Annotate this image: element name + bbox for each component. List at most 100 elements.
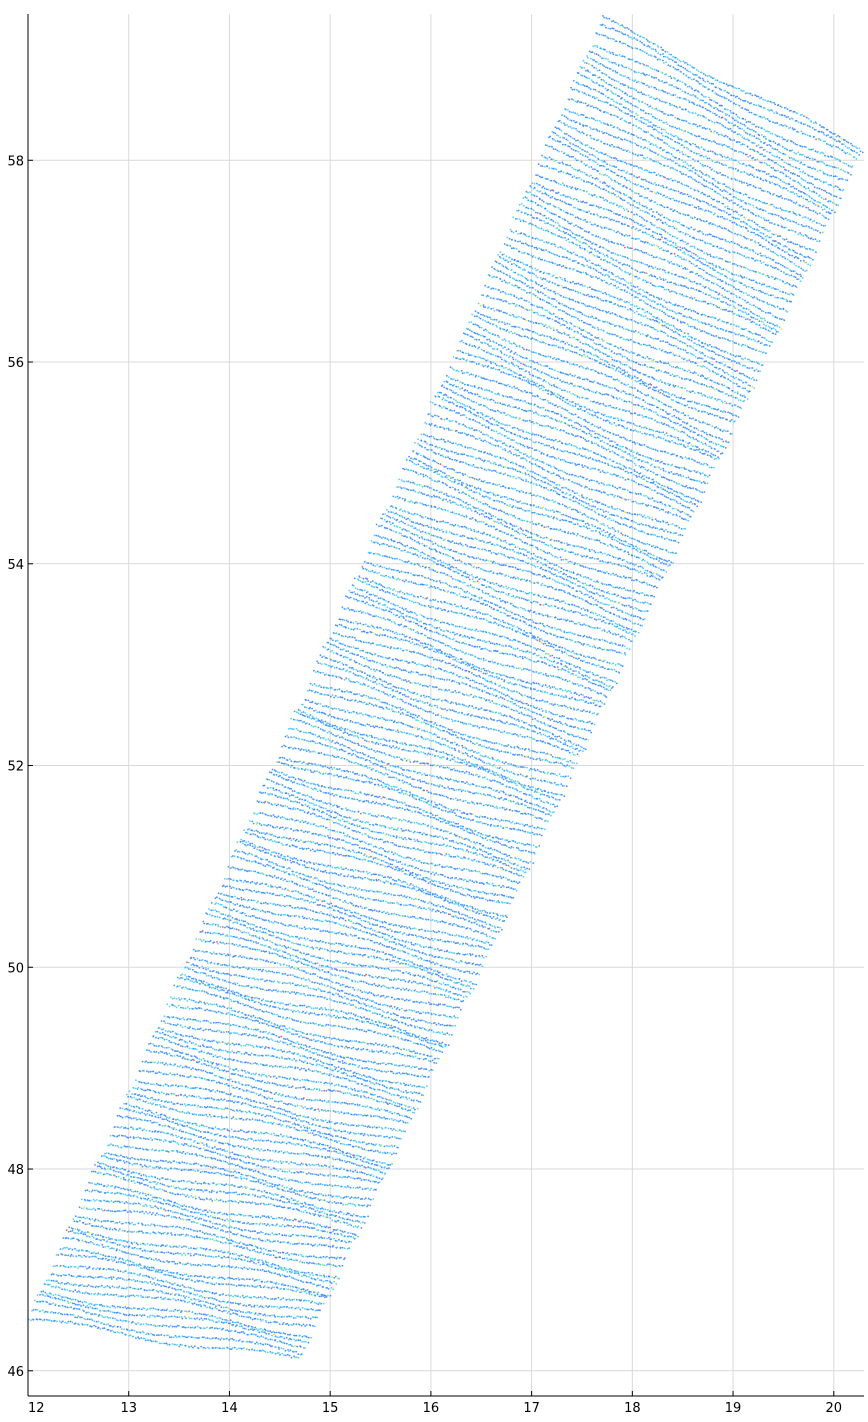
data-point <box>265 1333 267 1335</box>
data-point <box>228 1283 230 1285</box>
data-point <box>93 1243 95 1245</box>
data-point <box>99 1226 101 1228</box>
data-point <box>291 1143 293 1145</box>
data-point <box>246 1175 248 1177</box>
data-point <box>262 1344 264 1346</box>
data-point <box>119 1258 121 1260</box>
data-point <box>105 1220 107 1222</box>
data-point <box>136 1314 138 1316</box>
data-point <box>216 1347 218 1349</box>
data-point <box>110 1276 112 1278</box>
data-point <box>341 1202 343 1204</box>
data-point <box>233 1284 235 1286</box>
data-point <box>56 1280 58 1282</box>
data-point <box>261 1331 263 1333</box>
data-point <box>299 1194 301 1196</box>
data-point <box>135 1137 137 1139</box>
data-point <box>248 1175 250 1177</box>
data-point <box>182 1120 184 1122</box>
data-point <box>92 1235 94 1237</box>
data-point <box>198 1337 200 1339</box>
data-point <box>227 1347 229 1349</box>
data-point <box>174 1212 176 1214</box>
data-point <box>249 1223 251 1225</box>
data-point <box>223 1224 225 1226</box>
data-point <box>296 1270 298 1272</box>
data-point <box>247 1269 249 1271</box>
data-point <box>133 1110 135 1112</box>
data-point <box>322 1200 324 1202</box>
data-point <box>71 1266 73 1268</box>
data-point <box>264 1183 266 1185</box>
data-point <box>172 1326 174 1328</box>
data-point <box>354 1157 356 1159</box>
data-point <box>122 1295 124 1297</box>
data-point <box>231 1213 233 1215</box>
data-point <box>303 1288 305 1290</box>
data-point <box>206 1165 208 1167</box>
data-point <box>249 1194 251 1196</box>
data-point <box>138 1177 140 1179</box>
data-point <box>210 1221 212 1223</box>
data-point <box>306 1173 308 1175</box>
data-point <box>249 1267 251 1269</box>
data-point <box>284 1171 286 1173</box>
data-point <box>112 1268 114 1270</box>
data-point <box>101 1244 103 1246</box>
data-point <box>163 1281 165 1283</box>
data-point <box>296 1339 298 1341</box>
data-point <box>242 1268 244 1270</box>
data-point <box>194 1140 196 1142</box>
data-point <box>186 1143 188 1145</box>
data-point <box>182 1278 184 1280</box>
data-point <box>280 1241 282 1243</box>
data-point <box>316 1235 318 1237</box>
data-point <box>248 1349 250 1351</box>
data-point <box>107 1210 109 1212</box>
data-point <box>264 1204 266 1206</box>
data-point <box>209 1199 211 1201</box>
data-point <box>151 1277 153 1279</box>
data-point <box>295 1144 297 1146</box>
data-point <box>296 1180 298 1182</box>
data-point <box>191 1188 193 1190</box>
data-point <box>152 1181 154 1183</box>
data-point <box>68 1321 70 1323</box>
data-point <box>145 1114 147 1116</box>
data-point <box>82 1241 84 1243</box>
data-point <box>233 1245 235 1247</box>
data-point <box>178 1204 180 1206</box>
data-point <box>292 1220 294 1222</box>
data-point <box>257 1158 259 1160</box>
data-point <box>205 1131 207 1133</box>
data-point <box>154 1121 156 1123</box>
data-point <box>46 1280 48 1282</box>
data-point <box>322 1166 324 1168</box>
data-point <box>333 1167 335 1169</box>
data-point <box>185 1287 187 1289</box>
data-point <box>195 1196 197 1198</box>
data-point <box>246 1311 248 1313</box>
data-point <box>105 1237 107 1239</box>
data-point <box>98 1208 100 1210</box>
data-point <box>266 1140 268 1142</box>
data-point <box>280 1168 282 1170</box>
data-point <box>148 1276 150 1278</box>
data-point <box>112 1317 114 1319</box>
data-point <box>222 1143 224 1145</box>
data-point <box>288 1207 290 1209</box>
data-point <box>220 1135 222 1137</box>
data-point <box>218 1255 220 1257</box>
data-point <box>280 1160 282 1162</box>
data-point <box>75 1284 77 1286</box>
data-point <box>307 1256 309 1258</box>
data-point <box>310 1244 312 1246</box>
data-point <box>82 1302 84 1304</box>
data-point <box>291 1253 293 1255</box>
data-point <box>82 1266 84 1268</box>
data-point <box>108 1237 110 1239</box>
data-point <box>214 1152 216 1154</box>
data-point <box>177 1206 179 1208</box>
data-point <box>243 1316 245 1318</box>
data-point <box>259 1178 261 1180</box>
